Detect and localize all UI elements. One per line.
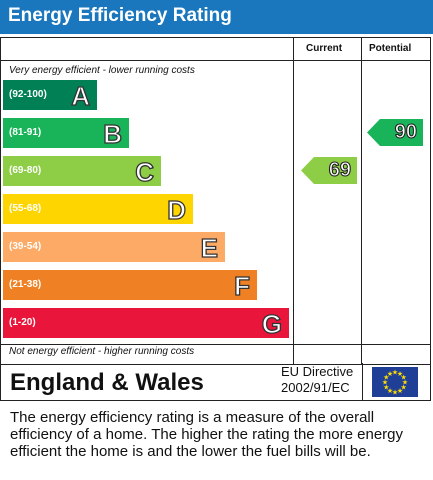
svg-text:★: ★ [387, 387, 393, 395]
svg-text:★: ★ [397, 387, 403, 395]
eu-flag-icon: ★ ★ ★ ★ ★ ★ ★ ★ ★ ★ ★ ★ [372, 367, 418, 397]
svg-text:★: ★ [383, 374, 389, 382]
rating-arrow-potential: 90 [367, 119, 423, 146]
rating-arrow-current: 69 [301, 157, 357, 184]
band-letter: C [135, 156, 155, 187]
footer-border-left [0, 363, 1, 401]
rating-value: 90 [394, 120, 417, 143]
bottom-note: Not energy efficient - higher running co… [9, 346, 195, 357]
band-a: (92-100) A [3, 80, 97, 112]
footer-divider [362, 363, 363, 401]
rating-table: Current Potential Very energy efficient … [0, 37, 431, 365]
column-divider-potential [361, 38, 362, 364]
header-bar: Energy Efficiency Rating [0, 0, 433, 34]
band-letter: A [71, 80, 91, 111]
region-label: England & Wales [10, 369, 204, 396]
band-range-label: (81-91) [9, 127, 42, 138]
band-range-label: (1-20) [9, 317, 36, 328]
band-letter: G [261, 308, 283, 339]
svg-text:★: ★ [402, 379, 408, 387]
svg-text:★: ★ [392, 389, 398, 397]
band-g: (1-20) G [3, 308, 289, 340]
eu-stars: ★★★★★★★★★★★★ [382, 369, 408, 397]
column-divider-current [293, 38, 294, 364]
svg-text:★: ★ [383, 384, 389, 392]
band-range-label: (55-68) [9, 203, 42, 214]
current-column-header: Current [306, 43, 343, 54]
header-divider [1, 60, 430, 61]
band-f: (21-38) F [3, 270, 257, 302]
band-letter: D [167, 194, 187, 225]
band-d: (55-68) D [3, 194, 193, 226]
band-range-label: (69-80) [9, 165, 42, 176]
svg-text:★: ★ [401, 384, 407, 392]
band-letter: B [103, 118, 123, 149]
potential-column-header: Potential [369, 43, 412, 54]
bottom-divider [1, 344, 430, 345]
page-title: Energy Efficiency Rating [8, 5, 232, 26]
directive-line-1: EU Directive [281, 364, 354, 379]
band-c: (69-80) C [3, 156, 161, 188]
rating-value: 69 [328, 158, 351, 181]
directive-line-2: 2002/91/EC [281, 380, 350, 395]
band-range-label: (92-100) [9, 89, 47, 100]
eu-directive: EU Directive 2002/91/EC [281, 364, 353, 396]
band-range-label: (21-38) [9, 279, 42, 290]
svg-text:★: ★ [401, 374, 407, 382]
top-note: Very energy efficient - lower running co… [9, 65, 195, 76]
svg-text:★: ★ [392, 369, 398, 377]
band-b: (81-91) B [3, 118, 129, 150]
band-letter: E [200, 232, 219, 263]
band-letter: F [233, 270, 250, 301]
band-e: (39-54) E [3, 232, 225, 264]
band-range-label: (39-54) [9, 241, 42, 252]
footer-border-right [430, 363, 431, 401]
svg-text:★: ★ [387, 370, 393, 378]
description-text: The energy efficiency rating is a measur… [10, 409, 404, 460]
svg-text:★: ★ [382, 379, 388, 387]
footer-border-bottom [0, 400, 431, 401]
svg-text:★: ★ [397, 370, 403, 378]
